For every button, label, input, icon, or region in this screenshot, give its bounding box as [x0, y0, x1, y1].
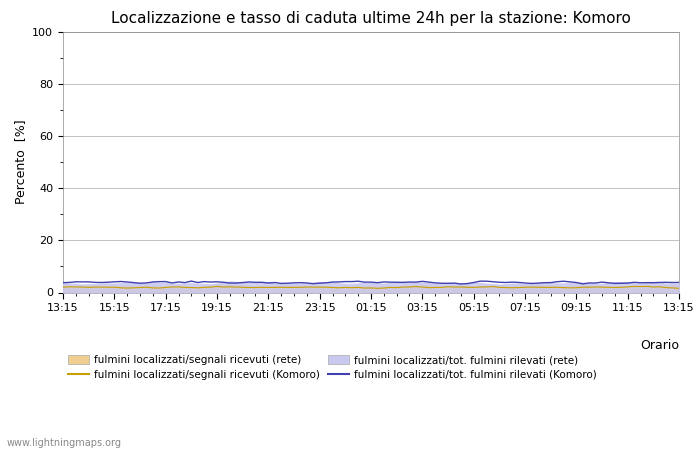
Y-axis label: Percento  [%]: Percento [%] — [14, 120, 27, 204]
Text: www.lightningmaps.org: www.lightningmaps.org — [7, 438, 122, 448]
Text: Orario: Orario — [640, 339, 679, 352]
Title: Localizzazione e tasso di caduta ultime 24h per la stazione: Komoro: Localizzazione e tasso di caduta ultime … — [111, 11, 631, 26]
Legend: fulmini localizzati/segnali ricevuti (rete), fulmini localizzati/segnali ricevut: fulmini localizzati/segnali ricevuti (re… — [68, 355, 597, 380]
